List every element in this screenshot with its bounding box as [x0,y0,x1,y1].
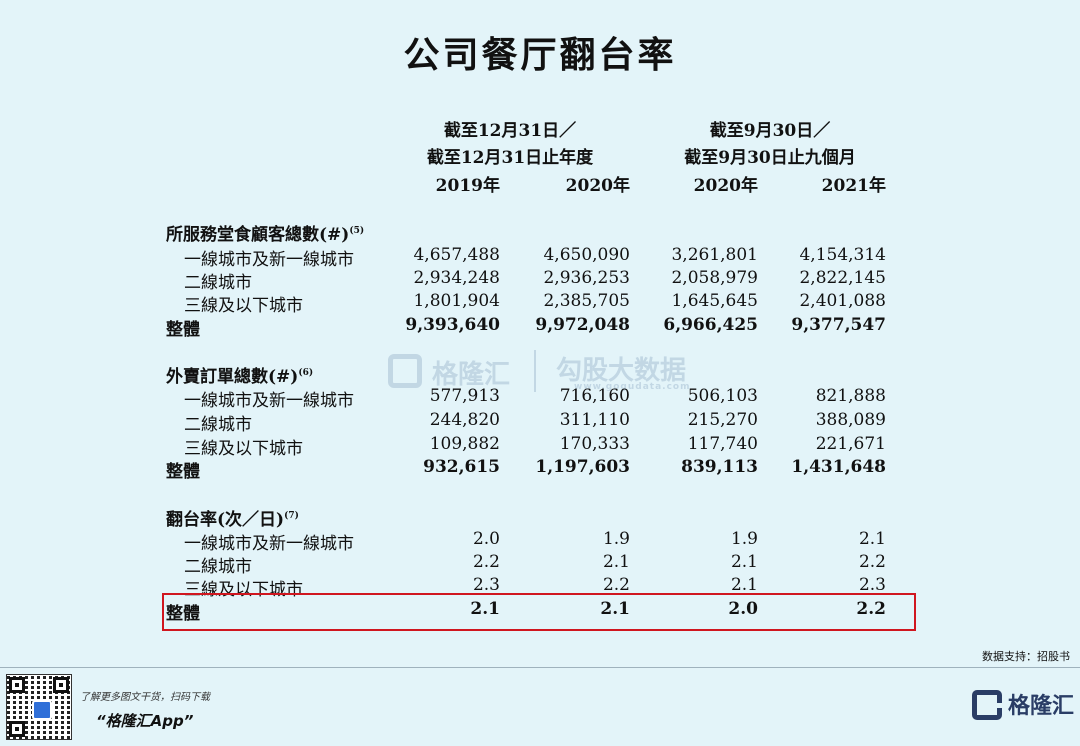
year-header-1: 2019年 [435,176,500,196]
cell-value: 2.1 [858,529,886,549]
row-label: 一線城市及新一線城市 [184,534,354,554]
footer-app-name: “格隆汇App” [96,712,194,730]
table-row-total: 整體 932,615 1,197,603 839,113 1,431,648 [0,457,1080,482]
table-row: 一線城市及新一線城市 4,657,488 4,650,090 3,261,801… [0,245,1080,270]
cell-value: 716,160 [559,386,630,406]
cell-value: 3,261,801 [671,245,758,265]
row-label: 二線城市 [184,415,252,435]
row-label: 二線城市 [184,273,252,293]
row-label: 一線城市及新一線城市 [184,250,354,270]
header-group1-line2: 截至12月31日止年度 [426,148,594,168]
watermark: 格隆汇 勾股大数据 www.gogudata.com [388,350,698,394]
section-title-delivery: 外賣訂單總數(#)(6) [166,367,314,387]
cell-value: 4,650,090 [543,245,630,265]
table-row: 二線城市 2,934,248 2,936,253 2,058,979 2,822… [0,268,1080,293]
cell-value: 2,401,088 [799,291,886,311]
cell-value: 117,740 [687,434,758,454]
cell-value: 932,615 [423,457,500,477]
row-label: 三線及以下城市 [184,439,303,459]
brand-logo-text: 格隆汇 [1008,694,1075,719]
table-row: 二線城市 2.2 2.1 2.1 2.2 [0,552,1080,577]
cell-value: 2,058,979 [671,268,758,288]
cell-value: 2.1 [600,599,630,619]
table-row-total: 整體 2.1 2.1 2.0 2.2 [0,599,1080,624]
cell-value: 506,103 [687,386,758,406]
table-row: 三線及以下城市 109,882 170,333 117,740 221,671 [0,434,1080,459]
cell-value: 1,197,603 [535,457,630,477]
cell-value: 215,270 [687,410,758,430]
cell-value: 9,393,640 [405,315,500,335]
cell-value: 2.2 [472,552,500,572]
header-group1-line1: 截至12月31日／ [443,121,577,141]
section-title-dine-in: 所服務堂食顧客總數(#)(5) [166,225,365,245]
data-source: 数据支持：招股书 [982,650,1070,663]
cell-value: 221,671 [815,434,886,454]
cell-value: 9,972,048 [535,315,630,335]
cell-value: 244,820 [429,410,500,430]
header-group2-line2: 截至9月30日止九個月 [684,148,856,168]
watermark-url: www.gogudata.com [574,382,691,392]
watermark-logo-icon [388,354,422,388]
cell-value: 2.0 [728,599,758,619]
cell-value: 2.2 [856,599,886,619]
cell-value: 2.2 [602,575,630,595]
year-header-4: 2021年 [821,176,886,196]
cell-value: 839,113 [681,457,758,477]
section-title-turnover: 翻台率(次／日)(7) [166,510,299,530]
cell-value: 311,110 [559,410,630,430]
app-logo-icon [32,700,52,720]
cell-value: 2.2 [858,552,886,572]
cell-value: 1,801,904 [413,291,500,311]
header-group2-line1: 截至9月30日／ [709,121,831,141]
cell-value: 2.1 [470,599,500,619]
cell-value: 2.0 [472,529,500,549]
cell-value: 577,913 [429,386,500,406]
table-row: 二線城市 244,820 311,110 215,270 388,089 [0,410,1080,435]
row-label: 整體 [166,320,200,340]
cell-value: 2.3 [858,575,886,595]
qr-code[interactable] [6,674,72,740]
cell-value: 1.9 [602,529,630,549]
table-row-total: 整體 9,393,640 9,972,048 6,966,425 9,377,5… [0,315,1080,340]
row-label: 二線城市 [184,557,252,577]
footer-promo: 了解更多图文干货，扫码下载 [80,692,210,703]
cell-value: 9,377,547 [791,315,886,335]
table-row: 三線及以下城市 1,801,904 2,385,705 1,645,645 2,… [0,291,1080,316]
cell-value: 6,966,425 [663,315,758,335]
row-label: 三線及以下城市 [184,580,303,600]
cell-value: 2.1 [730,575,758,595]
table-row: 一線城市及新一線城市 2.0 1.9 1.9 2.1 [0,529,1080,554]
row-label: 整體 [166,462,200,482]
cell-value: 2,822,145 [799,268,886,288]
cell-value: 2,934,248 [413,268,500,288]
row-label: 三線及以下城市 [184,296,303,316]
cell-value: 170,333 [559,434,630,454]
table-row: 三線及以下城市 2.3 2.2 2.1 2.3 [0,575,1080,600]
brand-logo-icon [972,690,1002,720]
year-header-2: 2020年 [565,176,630,196]
watermark-brand: 格隆汇 [432,360,511,390]
page-title: 公司餐厅翻台率 [403,35,677,76]
cell-value: 1,645,645 [671,291,758,311]
row-label: 整體 [166,604,200,624]
cell-value: 2.3 [472,575,500,595]
cell-value: 1,431,648 [791,457,886,477]
cell-value: 4,657,488 [413,245,500,265]
cell-value: 2,936,253 [543,268,630,288]
cell-value: 2.1 [730,552,758,572]
cell-value: 2,385,705 [543,291,630,311]
watermark-sub: 勾股大数据 [556,356,687,386]
cell-value: 388,089 [815,410,886,430]
highlight-box [162,593,916,631]
row-label: 一線城市及新一線城市 [184,391,354,411]
cell-value: 4,154,314 [799,245,886,265]
year-header-3: 2020年 [693,176,758,196]
cell-value: 821,888 [815,386,886,406]
cell-value: 1.9 [730,529,758,549]
cell-value: 109,882 [429,434,500,454]
cell-value: 2.1 [602,552,630,572]
footer-divider [0,667,1080,668]
table-row: 一線城市及新一線城市 577,913 716,160 506,103 821,8… [0,386,1080,411]
